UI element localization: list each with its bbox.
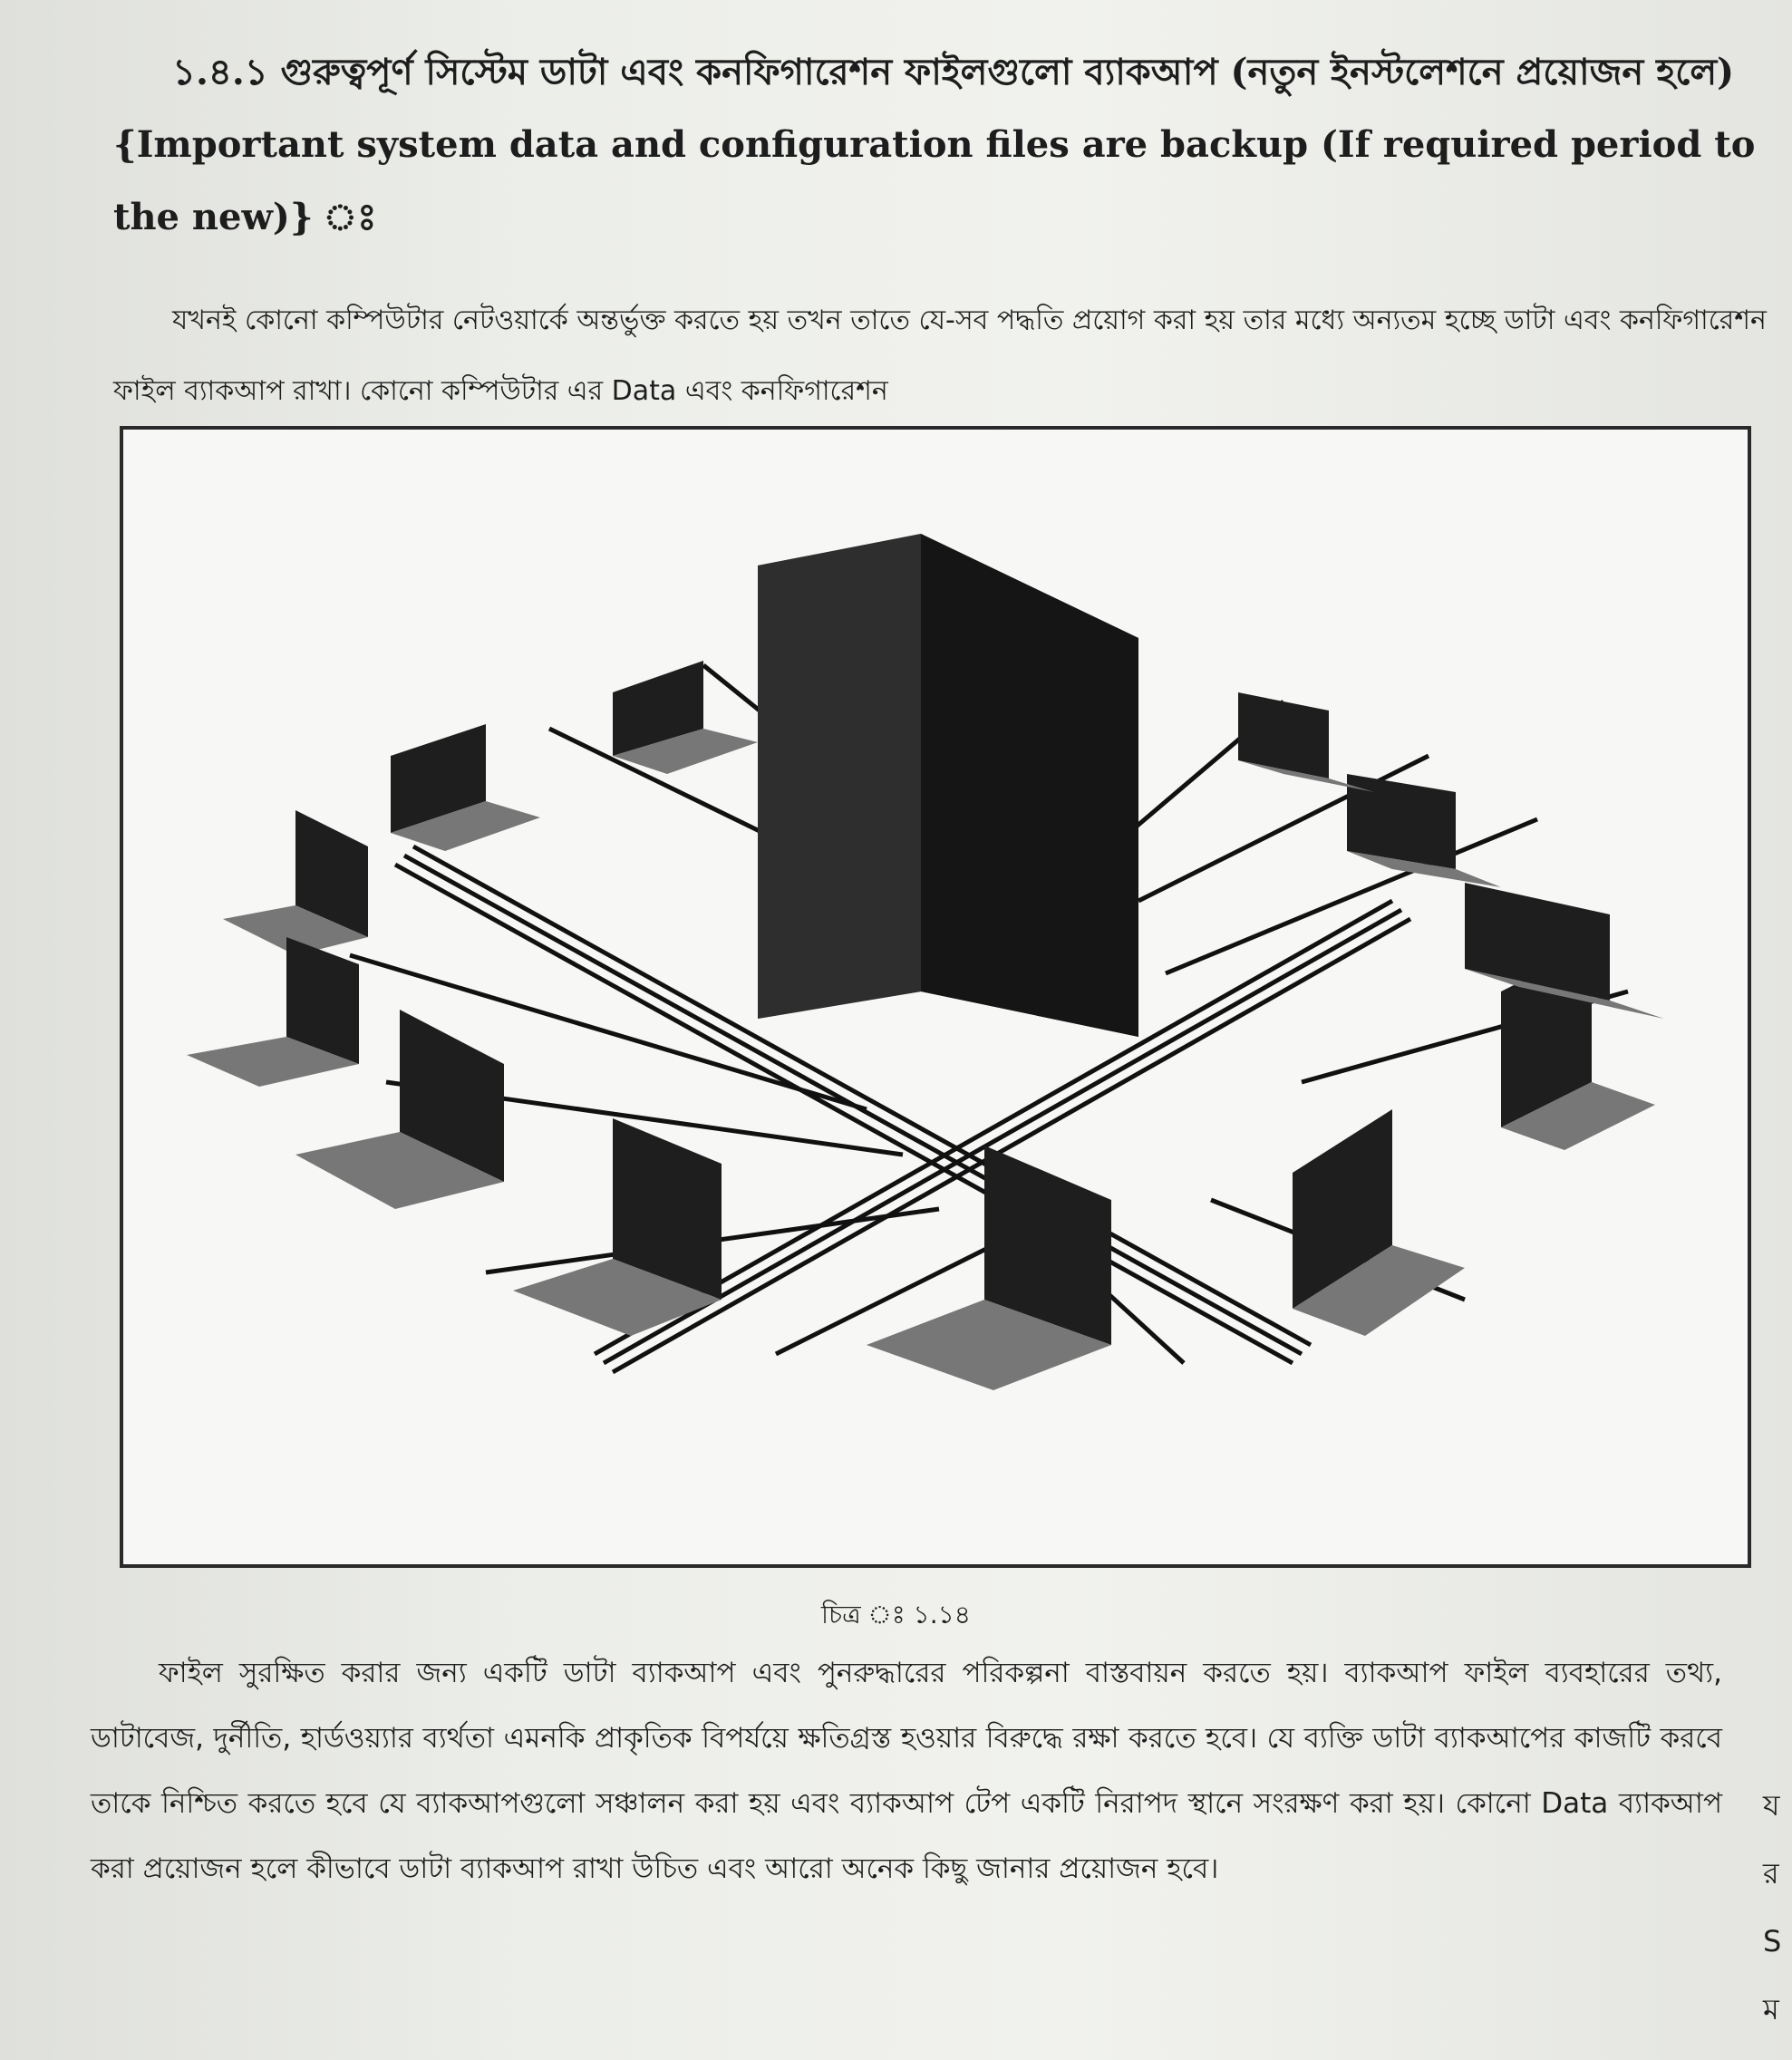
laptop — [1293, 1109, 1465, 1336]
figure-caption: চিত্র ঃ ১.১৪ — [821, 1600, 971, 1630]
body-paragraph: ফাইল সুরক্ষিত করার জন্য একটি ডাটা ব্যাকআ… — [91, 1657, 1722, 1885]
laptops — [187, 661, 1664, 1390]
laptop — [1465, 883, 1664, 1019]
laptop — [1238, 692, 1374, 792]
margin-glyph: র — [1763, 1856, 1779, 1891]
margin-glyphs: য র S ম — [1763, 1772, 1790, 2044]
network-figure — [120, 426, 1751, 1568]
central-server — [758, 534, 1138, 1037]
network-diagram — [187, 534, 1664, 1390]
margin-glyph: S — [1763, 1924, 1782, 1958]
laptop — [513, 1118, 722, 1336]
laptop — [223, 810, 368, 955]
laptop — [187, 937, 359, 1087]
laptop — [867, 1146, 1111, 1390]
laptop — [295, 1010, 504, 1209]
section-number: ১.৪.১ — [172, 51, 268, 93]
section-heading: ১.৪.১ গুরুত্বপূর্ণ সিস্টেম ডাটা এবং কনফি… — [113, 36, 1772, 254]
laptop — [391, 724, 540, 851]
laptop — [613, 661, 758, 774]
laptop — [1347, 774, 1501, 887]
margin-glyph: য — [1763, 1788, 1780, 1823]
intro-paragraph: যখনই কোনো কম্পিউটার নেটওয়ার্কে অন্তর্ভু… — [113, 305, 1767, 407]
section-heading-text: গুরুত্বপূর্ণ সিস্টেম ডাটা এবং কনফিগারেশন… — [113, 51, 1756, 238]
margin-glyph: ম — [1763, 1992, 1779, 2026]
